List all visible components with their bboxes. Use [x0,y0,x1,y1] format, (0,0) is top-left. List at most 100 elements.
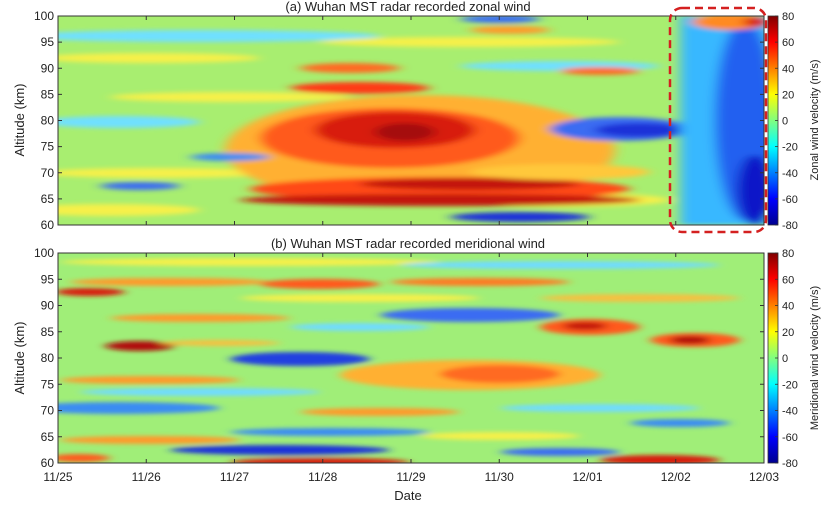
zonal-blob [595,123,685,137]
x-tick-label: 12/03 [749,470,779,484]
meridional-blob [170,445,390,455]
meridional-blob [110,314,290,322]
meridional-blob [58,402,220,414]
meridional-colorbar-tick-label: 60 [782,274,794,286]
zonal-y-tick-label: 80 [41,114,55,128]
meridional-colorbar-ticks: 80 60 40 20 0 -20 -40 -60 -80 [775,248,798,470]
zonal-blob [450,212,590,222]
meridional-colorbar-tick-label: -80 [782,458,798,470]
meridional-y-tick-label: 60 [41,456,55,470]
zonal-blob [58,168,280,178]
meridional-panel-title: (b) Wuhan MST radar recorded meridional … [271,236,545,251]
meridional-blob [60,436,240,444]
meridional-colorbar-tick-label: 40 [782,301,794,313]
meridional-blob [58,454,110,462]
meridional-y-tick-label: 65 [41,430,55,444]
zonal-blob [470,26,550,34]
zonal-colorbar-label: Zonal wind velocity (m/s) [809,59,821,180]
zonal-y-axis-label: Altitude (km) [12,84,27,157]
meridional-wind-panel: (b) Wuhan MST radar recorded meridional … [12,16,821,503]
meridional-y-tick-label: 85 [41,325,55,339]
meridional-blob [240,294,480,302]
zonal-wind-panel: (a) Wuhan MST radar recorded zonal wind [12,0,821,234]
meridional-blob [540,294,740,302]
meridional-y-axis: 60 65 70 75 80 85 90 95 100 [34,246,764,470]
meridional-colorbar-tick-label: -20 [782,379,798,391]
zonal-y-tick-label: 75 [41,140,55,154]
meridional-blob [390,278,570,286]
zonal-y-axis: 60 65 70 75 80 85 90 95 100 [34,9,764,232]
zonal-blob [100,182,180,190]
meridional-blob [260,279,380,289]
zonal-blob [58,30,380,42]
x-tick-label: 11/28 [308,470,337,484]
meridional-blob [70,278,270,286]
zonal-y-tick-label: 60 [41,218,55,232]
zonal-colorbar-tick-label: 20 [782,89,794,101]
zonal-colorbar-tick-label: 60 [782,37,794,49]
meridional-colorbar-tick-label: 20 [782,327,794,339]
zonal-highlight-box [668,6,768,234]
zonal-blob [300,63,400,73]
meridional-blob [500,404,700,412]
zonal-blob [58,204,200,216]
meridional-blob [60,376,240,384]
zonal-colorbar-tick-label: -80 [782,220,798,232]
zonal-blob [737,155,764,225]
x-tick-label: 12/02 [661,470,691,484]
meridional-blob [400,261,720,269]
zonal-blob [320,37,620,47]
meridional-y-tick-label: 100 [34,246,54,260]
zonal-y-tick-label: 95 [41,35,55,49]
meridional-y-tick-label: 90 [41,299,55,313]
zonal-y-tick-label: 70 [41,166,55,180]
x-tick-label: 11/29 [396,470,425,484]
zonal-blob [290,82,430,94]
zonal-y-tick-label: 65 [41,192,55,206]
zonal-colorbar-tick-label: -20 [782,142,798,154]
zonal-colorbar-tick-label: -40 [782,168,798,180]
meridional-heatmap [58,253,764,463]
zonal-blob [460,16,540,23]
meridional-blob [630,419,730,427]
meridional-blob [290,323,430,331]
zonal-y-tick-label: 90 [41,61,55,75]
zonal-blob [190,153,270,161]
meridional-blob [58,288,125,296]
meridional-blob [105,341,175,351]
x-axis-label: Date [394,488,421,503]
zonal-colorbar-tick-label: 40 [782,63,794,75]
x-tick-label: 11/30 [485,470,514,484]
meridional-blob [160,340,280,346]
meridional-blob [600,455,720,463]
meridional-colorbar-tick-label: 80 [782,248,794,260]
zonal-blob [58,116,200,128]
meridional-blob [670,336,710,344]
meridional-y-tick-label: 95 [41,272,55,286]
meridional-blob [230,458,410,463]
zonal-heatmap [58,16,764,225]
meridional-blob [380,308,560,322]
zonal-colorbar-tick-label: 80 [782,11,794,23]
x-tick-label: 12/01 [572,470,602,484]
zonal-colorbar-tick-label: -60 [782,194,798,206]
zonal-blob [360,178,580,190]
meridional-blob [563,322,607,330]
zonal-colorbar-tick-label: 0 [782,116,788,128]
meridional-blob [300,408,460,416]
meridional-colorbar-label: Meridional wind velocity (m/s) [809,286,821,430]
zonal-blob [560,67,640,75]
x-tick-label: 11/26 [132,470,161,484]
meridional-y-axis-label: Altitude (km) [12,322,27,395]
meridional-background [58,253,764,463]
x-tick-label: 11/25 [43,470,72,484]
meridional-blob [440,365,560,383]
meridional-blob [80,388,320,396]
date-x-axis: 11/25 11/26 11/27 11/28 11/29 11/30 12/01 12/02… [43,16,779,484]
zonal-blob [58,53,260,63]
zonal-blob [240,194,640,206]
zonal-y-tick-label: 85 [41,87,55,101]
meridional-y-tick-label: 80 [41,351,55,365]
meridional-colorbar-tick-label: 0 [782,353,788,365]
meridional-blob [230,428,430,436]
